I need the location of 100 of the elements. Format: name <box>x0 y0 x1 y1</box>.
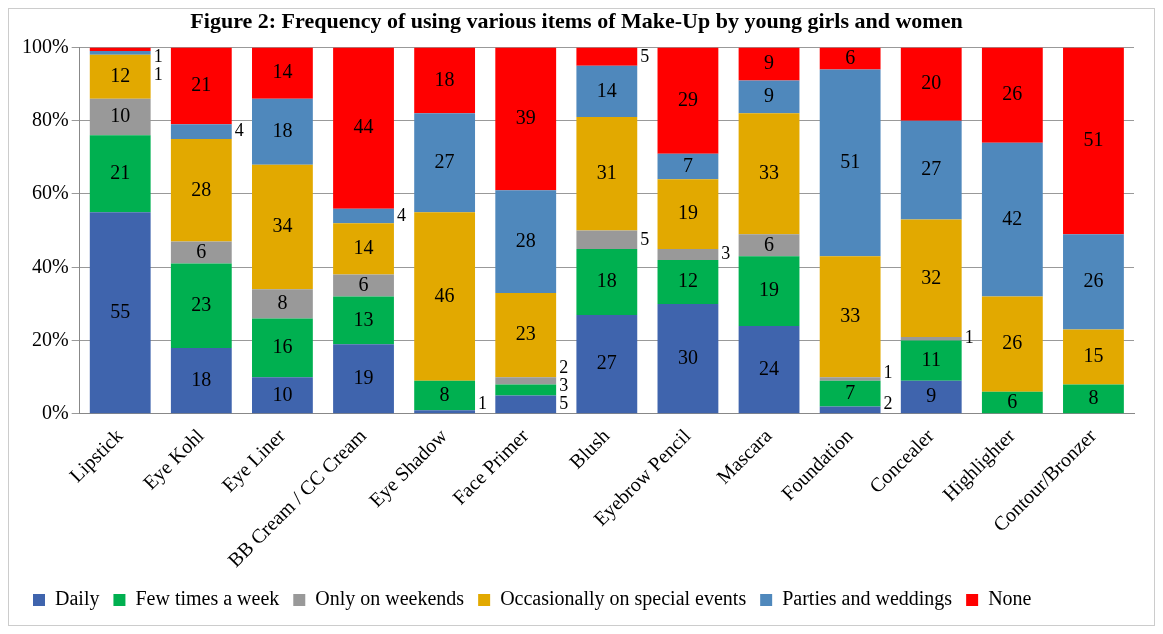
bar <box>981 391 1043 414</box>
data-label: 5 <box>640 46 650 67</box>
bar <box>819 380 881 407</box>
bar <box>333 223 394 275</box>
bar <box>333 296 394 345</box>
bar <box>657 179 719 249</box>
data-label: 26 <box>1002 331 1023 354</box>
data-label: 12 <box>110 63 131 86</box>
y-tick-label: 60% <box>31 181 69 204</box>
bar <box>900 120 962 220</box>
data-label: 1 <box>478 392 488 413</box>
data-label: 26 <box>1083 269 1104 292</box>
data-label: 27 <box>596 351 617 374</box>
data-label: 44 <box>353 115 374 138</box>
data-label: 8 <box>1088 386 1099 409</box>
bar <box>1063 384 1124 414</box>
data-label: 18 <box>596 269 617 292</box>
bar <box>981 47 1043 143</box>
data-label: 34 <box>272 214 293 237</box>
legend-label: Parties and weddings <box>782 587 953 611</box>
data-label: 2 <box>559 356 569 377</box>
bar <box>333 47 394 209</box>
bar <box>981 142 1043 297</box>
data-label: 18 <box>272 118 293 141</box>
data-label: 13 <box>353 307 374 330</box>
data-label: 3 <box>559 374 569 395</box>
data-label: 11 <box>921 347 941 370</box>
bar <box>170 241 232 264</box>
bar <box>900 47 962 121</box>
data-label: 1 <box>883 361 893 382</box>
bar <box>333 208 394 224</box>
bar <box>495 190 557 293</box>
data-label: 9 <box>926 384 937 407</box>
bar <box>576 47 638 66</box>
bar <box>657 303 719 414</box>
bar <box>657 259 719 304</box>
bar <box>414 380 476 411</box>
bar <box>495 384 557 396</box>
data-label: 9 <box>764 51 775 74</box>
data-label: 51 <box>840 150 861 173</box>
bar <box>89 135 151 213</box>
data-label: 51 <box>1083 128 1104 151</box>
bar <box>495 47 557 191</box>
data-label: 26 <box>1002 82 1023 105</box>
legend-label: Occasionally on special events <box>500 587 747 611</box>
bar <box>981 296 1043 392</box>
data-label: 23 <box>515 322 536 345</box>
data-label: 6 <box>358 272 369 295</box>
bar <box>170 47 232 125</box>
legend-label: Few times a week <box>135 587 280 610</box>
bar <box>576 248 638 315</box>
bar <box>900 219 962 337</box>
data-label: 2 <box>883 392 893 413</box>
data-label: 7 <box>845 380 856 403</box>
bar <box>414 47 476 114</box>
data-label: 24 <box>759 356 780 379</box>
bar <box>89 54 151 99</box>
bar <box>414 410 476 414</box>
data-label: 10 <box>272 382 293 405</box>
data-label: 14 <box>596 78 617 101</box>
data-label: 21 <box>191 73 212 96</box>
data-label: 12 <box>677 269 698 292</box>
bar <box>252 164 313 290</box>
bar <box>576 117 638 231</box>
data-label: 30 <box>677 345 698 368</box>
data-label: 16 <box>272 335 293 358</box>
data-label: 31 <box>596 161 617 184</box>
bar <box>252 98 313 165</box>
data-label: 1 <box>153 46 163 67</box>
bar <box>657 248 719 260</box>
data-label: 9 <box>764 84 775 107</box>
bar <box>1063 329 1124 385</box>
bar <box>170 347 232 414</box>
data-label: 28 <box>515 228 536 251</box>
bar <box>1063 47 1124 235</box>
y-tick-label: 20% <box>31 327 69 350</box>
data-label: 15 <box>1083 344 1104 367</box>
data-label: 8 <box>439 382 450 405</box>
y-tick-label: 80% <box>31 107 69 130</box>
data-label: 32 <box>921 265 942 288</box>
data-label: 7 <box>682 153 693 176</box>
data-label: 46 <box>434 283 455 306</box>
bar <box>89 51 151 55</box>
y-tick-label: 0% <box>41 401 69 424</box>
data-label: 29 <box>677 87 698 110</box>
chart-title: Figure 2: Frequency of using various items of Make-Up by young girls and women <box>190 7 963 33</box>
bar <box>576 314 638 414</box>
bar <box>333 274 394 297</box>
data-label: 14 <box>272 60 293 83</box>
bar <box>738 325 800 414</box>
y-tick-label: 100% <box>21 34 69 57</box>
data-label: 5 <box>559 392 569 413</box>
data-label: 6 <box>845 45 856 68</box>
bar <box>738 47 800 81</box>
bar <box>657 47 719 154</box>
data-label: 55 <box>110 300 131 323</box>
data-label: 19 <box>677 201 698 224</box>
bar <box>495 377 557 385</box>
data-label: 42 <box>1002 206 1023 229</box>
data-label: 21 <box>110 161 131 184</box>
